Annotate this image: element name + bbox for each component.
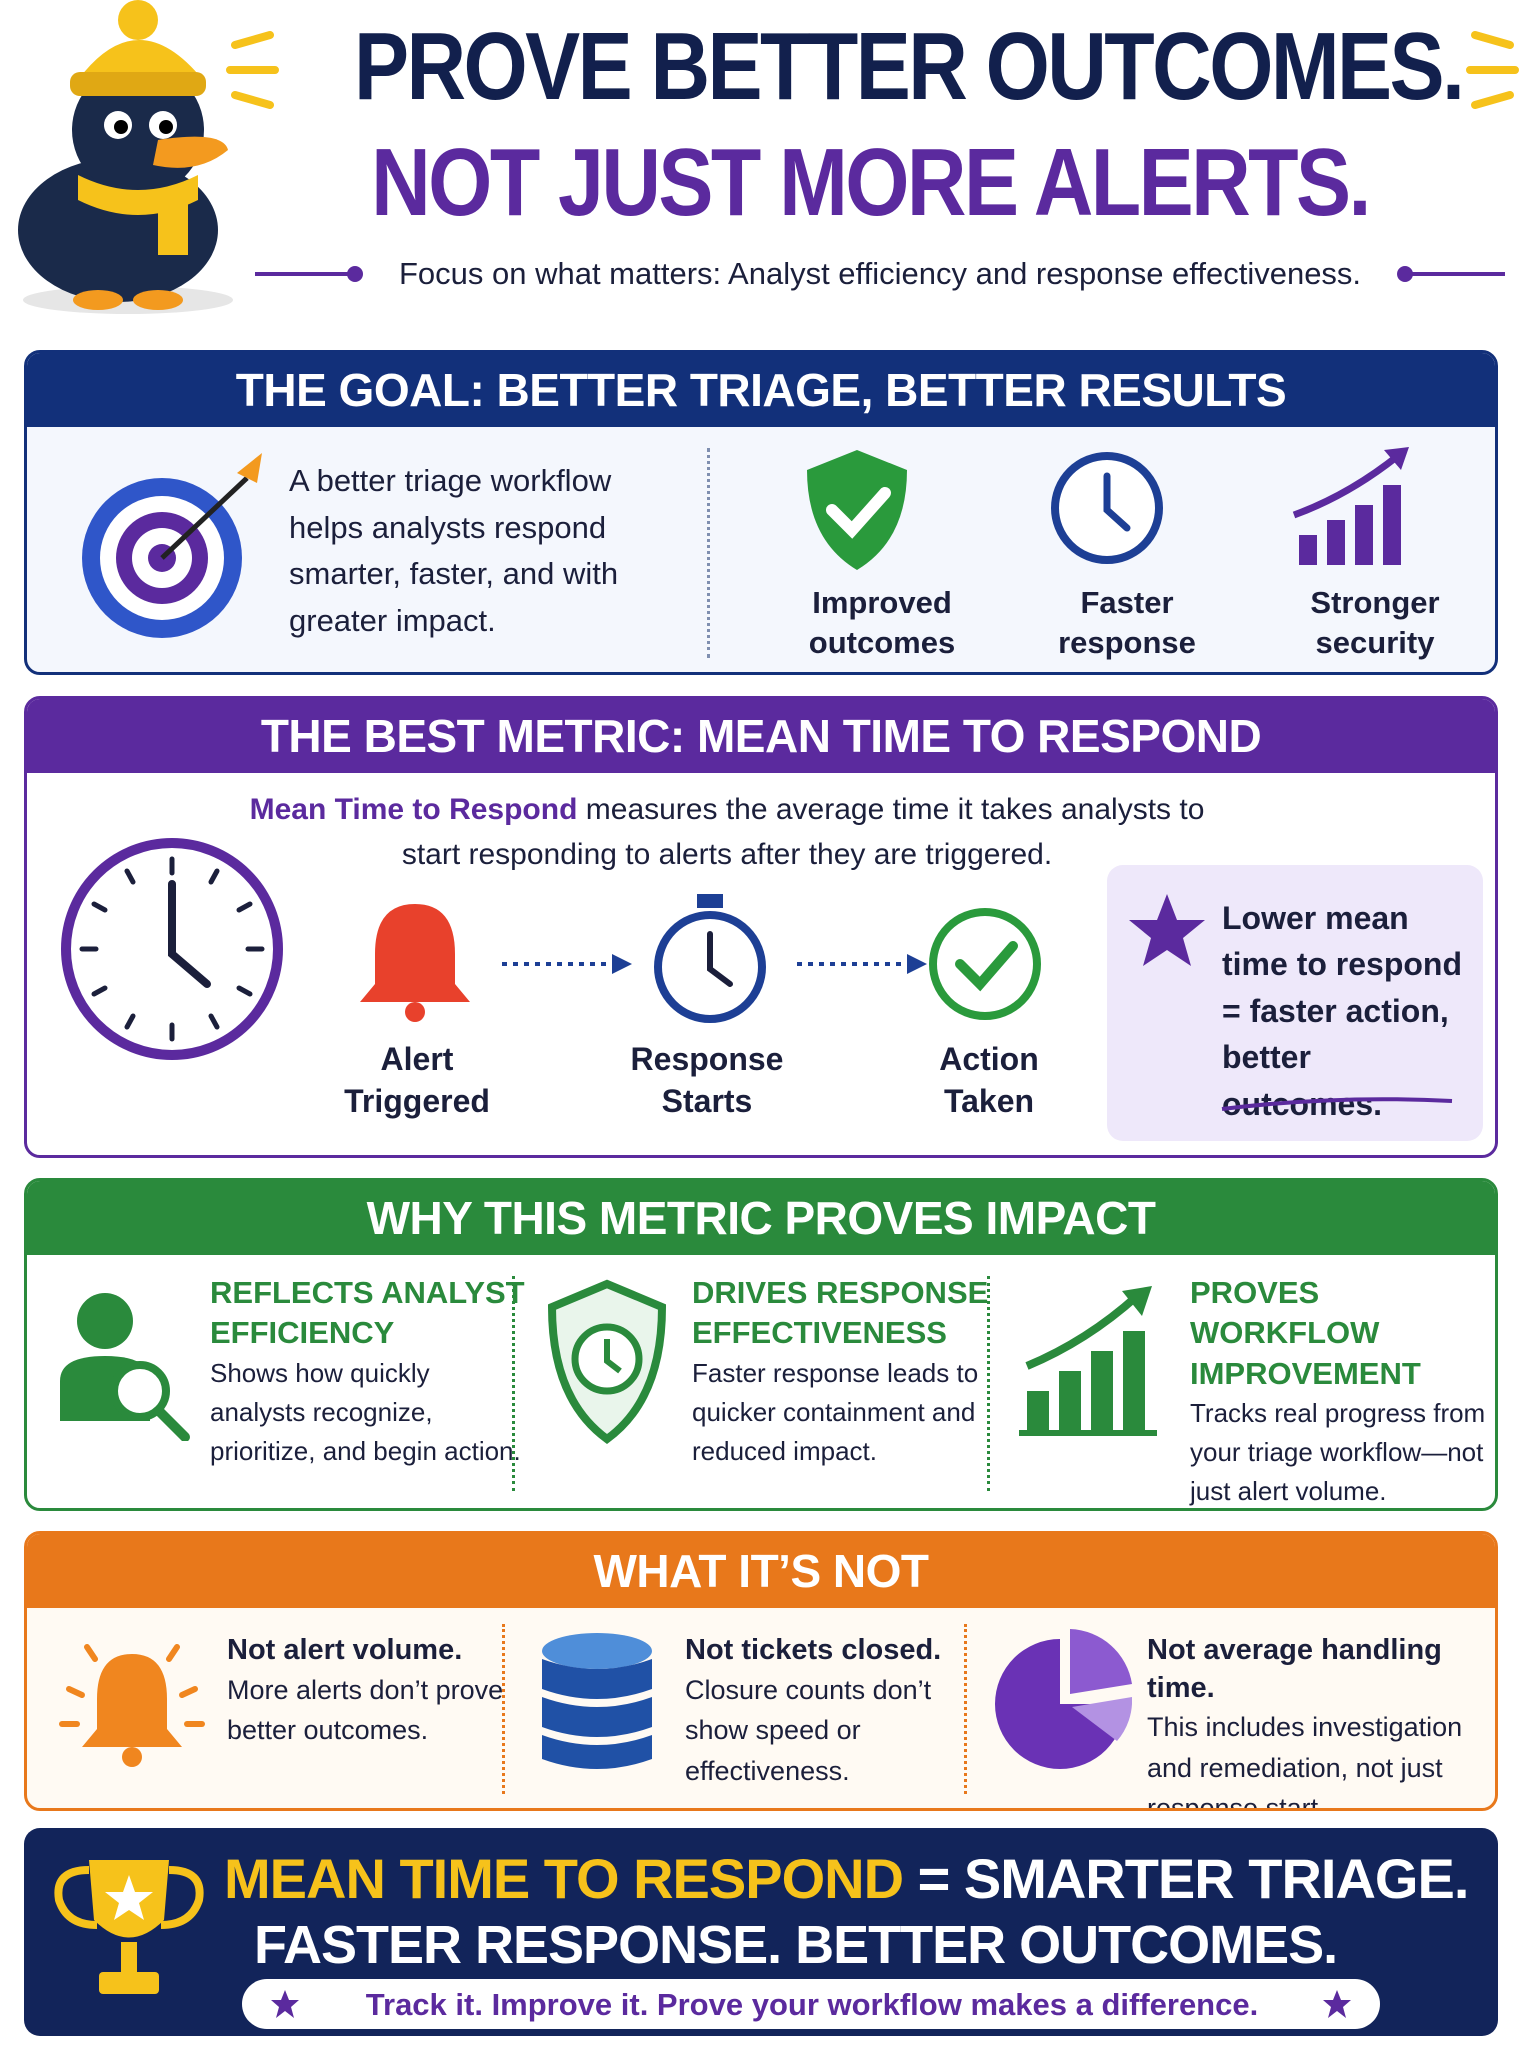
check-icon	[929, 908, 1041, 1020]
not-item-text: More alerts don’t prove better outcomes.	[227, 1674, 504, 1746]
not-item-text: This includes investigation and remediat…	[1147, 1712, 1463, 1811]
title-line2: NOT JUST MORE ALERTS.	[371, 129, 1371, 236]
why-item: PROVES WORKFLOW IMPROVEMENT Tracks real …	[1190, 1273, 1490, 1508]
alert-bell-icon	[59, 1644, 205, 1767]
star-left	[271, 1990, 299, 2018]
footer-line1-rest: = SMARTER TRIAGE.	[917, 1847, 1470, 1910]
why-item: DRIVES RESPONSE EFFECTIVENESS Faster res…	[692, 1273, 1002, 1471]
trophy-icon	[54, 1860, 204, 1994]
why-item-title: PROVES WORKFLOW IMPROVEMENT	[1190, 1275, 1421, 1391]
spark-left	[226, 31, 279, 109]
metric-heading: THE BEST METRIC: MEAN TIME TO RESPOND	[27, 699, 1495, 773]
title-line1: PROVE BETTER OUTCOMES.	[354, 13, 1465, 120]
goal-item: Improved outcomes	[808, 585, 956, 661]
subtitle: Focus on what matters: Analyst efficienc…	[398, 256, 1362, 291]
goal-item: Faster response	[1058, 585, 1196, 661]
star-right	[1323, 1990, 1351, 2018]
goal-heading: THE GOAL: BETTER TRIAGE, BETTER RESULTS	[27, 353, 1495, 427]
not-item: Not alert volume. More alerts don’t prov…	[227, 1632, 517, 1751]
metric-intro: Mean Time to Respond measures the averag…	[227, 787, 1227, 877]
callout-underline	[1221, 1097, 1453, 1111]
not-section: WHAT IT’S NOT Not alert volume. More ale…	[24, 1531, 1498, 1811]
goal-text: A better triage workflow helps analysts …	[289, 463, 619, 638]
footer-line1: MEAN TIME TO RESPOND = SMARTER TRIAGE.	[224, 1846, 1469, 1911]
flow-arrow	[502, 954, 632, 974]
growth-icon	[1292, 447, 1409, 565]
why-item-text: Tracks real progress from your triage wo…	[1190, 1397, 1486, 1506]
footer-line2: FASTER RESPONSE. BETTER OUTCOMES.	[254, 1915, 1338, 1975]
why-divider	[987, 1276, 990, 1491]
not-item: Not tickets closed. Closure counts don’t…	[685, 1632, 945, 1791]
spark-right	[1466, 31, 1519, 109]
footer-tagline-pill: Track it. Improve it. Prove your workflo…	[242, 1979, 1380, 2029]
why-item-text: Shows how quickly analysts recognize, pr…	[210, 1357, 521, 1466]
not-divider	[964, 1624, 967, 1794]
not-divider	[502, 1624, 505, 1794]
metric-intro-highlight: Mean Time to Respond	[249, 793, 578, 826]
goal-divider	[707, 448, 710, 658]
duck-mascot	[18, 0, 233, 314]
not-item-title: Not alert volume.	[227, 1634, 463, 1666]
not-item: Not average handling time. This includes…	[1147, 1632, 1487, 1811]
big-clock	[61, 838, 283, 1060]
callout-text: Lower mean time to respond = faster acti…	[1222, 900, 1463, 1122]
star-icon	[1129, 894, 1205, 966]
footer: MEAN TIME TO RESPOND = SMARTER TRIAGE. F…	[24, 1828, 1498, 2036]
why-item-title: DRIVES RESPONSE EFFECTIVENESS	[692, 1275, 989, 1351]
why-item: REFLECTS ANALYST EFFICIENCY Shows how qu…	[210, 1273, 530, 1471]
why-section: WHY THIS METRIC PROVES IMPACT REFLECTS A…	[24, 1178, 1498, 1511]
workflow-chart-icon	[1019, 1286, 1157, 1436]
database-icon	[542, 1633, 652, 1769]
stopwatch-icon	[654, 894, 766, 1023]
metric-step: Alert Triggered	[344, 1041, 490, 1119]
analyst-icon	[60, 1293, 190, 1441]
not-item-title: Not tickets closed.	[685, 1634, 942, 1666]
footer-highlight: MEAN TIME TO RESPOND	[224, 1847, 904, 1910]
metric-section: THE BEST METRIC: MEAN TIME TO RESPOND Me…	[24, 696, 1498, 1158]
not-item-title: Not average handling time.	[1147, 1634, 1442, 1704]
why-divider	[512, 1276, 515, 1491]
metric-intro-rest: measures the average time it takes analy…	[401, 793, 1205, 871]
pie-icon	[995, 1629, 1132, 1769]
subtitle-rules	[255, 266, 1505, 282]
shield-clock-icon	[547, 1279, 667, 1444]
goal-section: THE GOAL: BETTER TRIAGE, BETTER RESULTS …	[24, 350, 1498, 675]
metric-step: Action Taken	[939, 1041, 1039, 1119]
why-heading: WHY THIS METRIC PROVES IMPACT	[27, 1181, 1495, 1255]
clock-icon	[1051, 452, 1163, 564]
shield-icon	[807, 450, 907, 570]
metric-step: Response Starts	[630, 1041, 784, 1119]
target-icon	[82, 453, 262, 638]
callout-box: Lower mean time to respond = faster acti…	[1107, 865, 1483, 1141]
why-item-title: REFLECTS ANALYST EFFICIENCY	[210, 1275, 525, 1351]
not-item-text: Closure counts don’t show speed or effec…	[685, 1674, 932, 1786]
flow-arrow	[797, 954, 927, 974]
not-heading: WHAT IT’S NOT	[27, 1534, 1495, 1608]
footer-tagline: Track it. Improve it. Prove your workflo…	[365, 1987, 1259, 2022]
bell-icon	[360, 904, 470, 1022]
why-item-text: Faster response leads to quicker contain…	[692, 1357, 979, 1466]
goal-item: Stronger security	[1310, 585, 1440, 661]
